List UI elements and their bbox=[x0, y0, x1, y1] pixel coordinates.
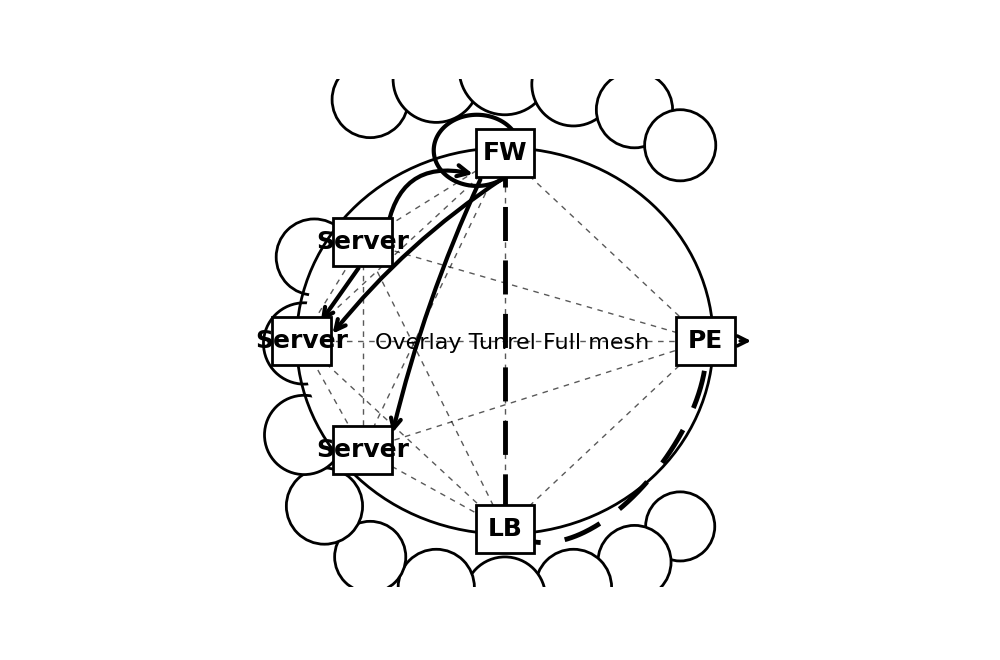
Bar bbox=[476, 129, 534, 177]
Text: Overlay Tunrel Full mesh: Overlay Tunrel Full mesh bbox=[375, 333, 650, 354]
Circle shape bbox=[645, 110, 716, 181]
Text: Server: Server bbox=[255, 329, 348, 353]
Circle shape bbox=[286, 468, 363, 544]
Bar bbox=[272, 317, 331, 365]
FancyArrowPatch shape bbox=[323, 268, 358, 318]
Text: PE: PE bbox=[688, 329, 723, 353]
Circle shape bbox=[335, 521, 406, 593]
Bar bbox=[333, 426, 392, 475]
Circle shape bbox=[596, 71, 673, 148]
Text: LB: LB bbox=[487, 517, 522, 541]
FancyArrowPatch shape bbox=[391, 180, 480, 428]
Text: Server: Server bbox=[316, 438, 409, 462]
Circle shape bbox=[398, 549, 474, 626]
Circle shape bbox=[598, 525, 671, 599]
Text: FW: FW bbox=[483, 141, 527, 165]
Circle shape bbox=[532, 43, 615, 126]
Ellipse shape bbox=[297, 148, 713, 534]
Circle shape bbox=[393, 36, 479, 122]
Ellipse shape bbox=[303, 154, 707, 528]
Circle shape bbox=[276, 219, 352, 295]
FancyArrowPatch shape bbox=[386, 165, 468, 234]
Bar bbox=[676, 317, 735, 365]
Circle shape bbox=[535, 549, 612, 626]
Text: Server: Server bbox=[316, 230, 409, 254]
Circle shape bbox=[264, 395, 344, 475]
Circle shape bbox=[646, 492, 715, 561]
Circle shape bbox=[263, 303, 345, 384]
Bar bbox=[476, 505, 534, 553]
FancyArrowPatch shape bbox=[335, 179, 503, 330]
Bar bbox=[333, 218, 392, 266]
Circle shape bbox=[332, 61, 408, 138]
Circle shape bbox=[459, 23, 551, 115]
Circle shape bbox=[464, 557, 546, 638]
